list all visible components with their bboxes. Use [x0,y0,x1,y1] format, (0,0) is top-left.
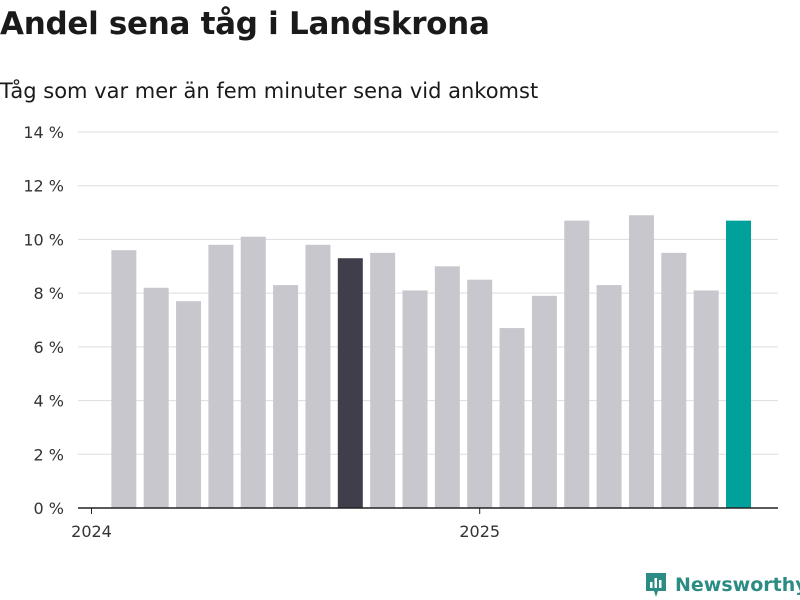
bar-2024-05 [208,244,234,509]
bar-2025-03 [531,295,557,508]
bar-2025-01 [467,279,493,508]
bar-2024-06 [240,236,266,508]
y-tick-label: 2 % [34,445,64,464]
bar-2025-06 [628,215,654,508]
bar-2025-02 [499,328,525,508]
bar-2025-07 [661,252,687,508]
bar-chart-badge-icon [646,573,666,597]
bar-2025-05 [596,285,622,508]
x-tick-label: 2024 [71,522,112,541]
bar-2025-09 [726,220,751,508]
y-tick-label: 14 % [23,123,64,142]
bar-2024-11 [402,290,428,508]
bar-2024-03 [143,287,169,508]
bar-2024-02 [111,250,137,508]
x-tick-label: 2025 [459,522,500,541]
y-tick-label: 12 % [23,177,64,196]
y-tick-label: 0 % [34,499,64,518]
bar-2024-08 [305,244,331,509]
brand-name: Newsworthy [675,574,800,596]
bar-2024-09 [337,258,363,508]
y-tick-label: 10 % [23,230,64,249]
bar-2025-04 [564,220,590,508]
bar-2024-12 [434,266,460,508]
brand-logo: Newsworthy [644,570,800,600]
y-tick-label: 4 % [34,392,64,411]
bar-2024-04 [176,301,202,508]
chart-title: Andel sena tåg i Landskrona [0,6,490,42]
bar-2025-08 [693,290,719,508]
chart-subtitle: Tåg som var mer än fem minuter sena vid … [0,79,539,103]
y-tick-label: 8 % [34,284,64,303]
y-tick-label: 6 % [34,338,64,357]
bar-2024-10 [370,252,396,508]
bar-2024-07 [273,285,299,508]
